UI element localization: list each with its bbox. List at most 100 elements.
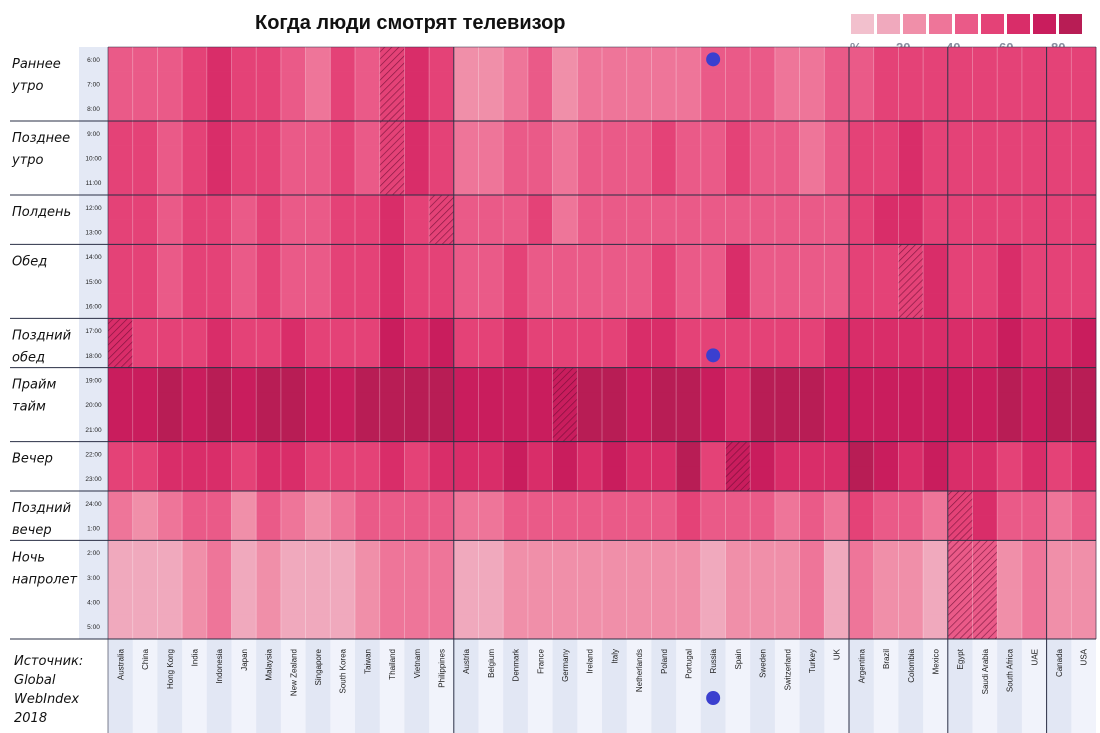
heatmap-cell <box>231 47 257 72</box>
period-label: Поздний <box>12 328 71 343</box>
country-label-new-zealand: New Zealand <box>289 649 298 696</box>
heatmap-cell <box>849 71 874 97</box>
heatmap-cell <box>577 244 603 270</box>
heatmap-cell <box>503 343 529 368</box>
heatmap-cell <box>231 219 257 245</box>
heatmap-cell <box>527 367 553 393</box>
heatmap-cell <box>256 565 282 590</box>
heatmap-cell <box>1046 343 1072 368</box>
heatmap-cell <box>577 293 603 319</box>
heatmap-cell <box>824 293 850 319</box>
heatmap-cell <box>527 121 553 146</box>
heatmap-cell <box>1071 47 1097 72</box>
heatmap-cell <box>725 589 751 615</box>
heatmap-cell <box>577 441 603 467</box>
heatmap-cell <box>947 441 973 467</box>
heatmap-cell <box>849 614 874 640</box>
heatmap-cell <box>132 269 158 294</box>
heatmap-cell <box>355 441 380 467</box>
heatmap-cell <box>503 392 529 418</box>
heatmap-cell <box>898 121 924 146</box>
heatmap-cell <box>182 367 208 393</box>
heatmap-cell <box>206 47 232 72</box>
heatmap-cell <box>552 491 578 516</box>
heatmap-cell <box>157 293 183 319</box>
heatmap-cell <box>429 417 455 442</box>
heatmap-cell <box>1046 318 1072 344</box>
heatmap-cell <box>1046 540 1072 566</box>
heatmap-cell <box>1046 367 1072 393</box>
heatmap-cell <box>503 441 529 467</box>
heatmap-cell <box>1046 269 1072 294</box>
heatmap-cell <box>676 96 702 122</box>
heatmap-cell <box>527 565 553 590</box>
heatmap-cell <box>552 515 578 541</box>
heatmap-cell <box>231 195 257 220</box>
heatmap-cell <box>108 195 133 220</box>
heatmap-cell <box>256 466 282 492</box>
heatmap-cell <box>108 219 133 245</box>
heatmap-cell <box>923 417 949 442</box>
heatmap-cell <box>355 367 380 393</box>
heatmap-cell <box>700 540 726 566</box>
heatmap-cell <box>379 318 405 344</box>
heatmap-cell <box>725 540 751 566</box>
country-label-band <box>898 639 924 733</box>
heatmap-cell <box>206 170 232 196</box>
heatmap-cell <box>379 392 405 418</box>
heatmap-cell <box>132 71 158 97</box>
heatmap-cell <box>849 392 874 418</box>
heatmap-cell <box>1046 96 1072 122</box>
heatmap-cell <box>206 392 232 418</box>
heatmap-cell <box>552 293 578 319</box>
heatmap-cell-hatched <box>947 491 973 516</box>
heatmap-cell <box>602 170 627 196</box>
heatmap-cell <box>1071 145 1097 171</box>
heatmap-cell <box>923 318 949 344</box>
heatmap-cell <box>972 195 998 220</box>
heatmap-cell <box>305 515 331 541</box>
heatmap-cell <box>651 121 677 146</box>
heatmap-cell <box>132 540 158 566</box>
heatmap-cell <box>1071 417 1097 442</box>
heatmap-cell <box>132 417 158 442</box>
heatmap-cell <box>503 589 529 615</box>
hour-label: 16:00 <box>85 304 102 311</box>
heatmap-cell <box>478 367 504 393</box>
heatmap-cell <box>849 121 874 146</box>
heatmap-cell <box>1046 441 1072 467</box>
source-label: Источник: <box>14 654 83 669</box>
heatmap-cell <box>108 614 133 640</box>
heatmap-cell <box>355 170 380 196</box>
heatmap-cell <box>206 96 232 122</box>
heatmap-cell <box>157 195 183 220</box>
country-label-indonesia: Indonesia <box>215 648 224 683</box>
country-label-belgium: Belgium <box>487 649 496 678</box>
heatmap-cell <box>157 515 183 541</box>
heatmap-cell <box>429 491 455 516</box>
heatmap-cell <box>799 614 825 640</box>
heatmap-cell <box>972 293 998 319</box>
heatmap-cell <box>206 540 232 566</box>
heatmap-cell <box>280 121 306 146</box>
heatmap-cell <box>453 565 479 590</box>
heatmap-cell <box>404 145 430 171</box>
heatmap-cell <box>898 96 924 122</box>
heatmap-cell <box>1021 47 1047 72</box>
heatmap-cell <box>873 367 899 393</box>
heatmap-cell <box>429 589 455 615</box>
heatmap-cell <box>602 71 627 97</box>
heatmap-cell <box>725 318 751 344</box>
heatmap-cell <box>157 491 183 516</box>
heatmap-cell <box>898 219 924 245</box>
heatmap-cell <box>774 343 800 368</box>
heatmap-cell <box>1021 71 1047 97</box>
heatmap-cell <box>355 47 380 72</box>
heatmap-cell <box>1021 96 1047 122</box>
heatmap-cell <box>824 392 850 418</box>
heatmap-cell <box>898 392 924 418</box>
heatmap-cell <box>676 145 702 171</box>
heatmap-cell <box>552 540 578 566</box>
heatmap-cell <box>577 515 603 541</box>
heatmap-cell <box>453 417 479 442</box>
